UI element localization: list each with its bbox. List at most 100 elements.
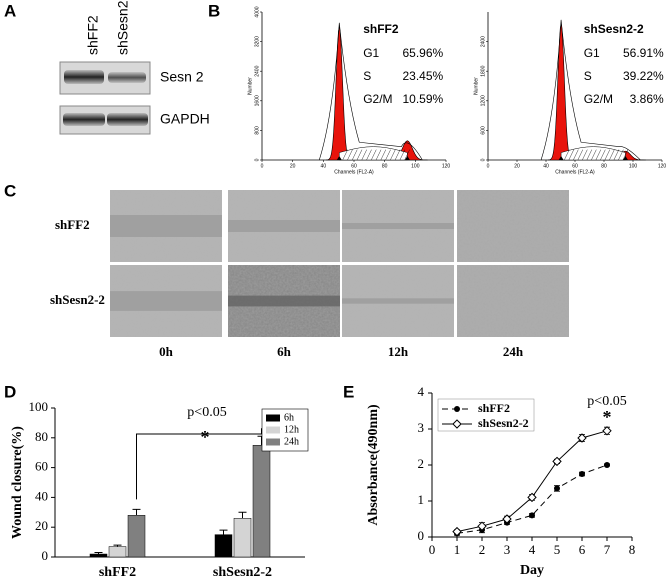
- x-tick-label: 0: [261, 163, 264, 169]
- x-tick-label: 0: [429, 542, 436, 557]
- blot-band: [107, 113, 148, 126]
- phase-label: S: [363, 69, 371, 83]
- x-tick-label: 40: [543, 163, 549, 169]
- s-hatch: [366, 149, 372, 161]
- x-tick-label: 100: [629, 163, 638, 169]
- y-tick-label: 80: [35, 429, 48, 444]
- y-tick-label: 3200: [254, 36, 260, 47]
- phase-value: 56.91%: [623, 46, 664, 60]
- s-hatch: [600, 149, 606, 161]
- x-tick-label: 80: [601, 163, 607, 169]
- phase-value: 65.96%: [402, 46, 443, 60]
- y-tick-label: 100: [29, 399, 49, 414]
- blot-band: [64, 70, 104, 84]
- s-hatch: [613, 149, 620, 161]
- s-hatch: [380, 149, 386, 161]
- s-hatch: [573, 149, 579, 161]
- x-axis-label: Channels (FL2-A): [334, 169, 374, 175]
- error-bar: [219, 529, 228, 535]
- error-bar: [238, 511, 247, 519]
- blot-band: [63, 113, 105, 126]
- wound-gap: [342, 223, 454, 229]
- x-tick-label: 60: [351, 163, 357, 169]
- legend-swatch: [266, 426, 280, 434]
- y-tick-label: 1: [418, 492, 425, 507]
- phase-label: G2/M: [584, 92, 613, 106]
- y-tick-label: 800: [254, 126, 260, 135]
- x-tick-label: 100: [411, 163, 420, 169]
- bar: [214, 534, 233, 558]
- marker: [577, 433, 587, 443]
- s-hatch: [375, 149, 382, 161]
- y-tick-label: 0: [254, 158, 260, 161]
- legend-swatch: [266, 438, 280, 446]
- x-tick-label: shSesn2-2: [213, 565, 272, 580]
- wound-gap: [228, 220, 340, 232]
- x-tick-label: 60: [572, 163, 578, 169]
- y-tick-label: 1200: [480, 95, 486, 106]
- sample-title: shSesn2-2: [584, 22, 644, 36]
- legend-label: 6h: [284, 412, 294, 423]
- y-tick-label: 40: [35, 488, 48, 503]
- marker: [502, 514, 512, 524]
- y-axis-label: Absorbance(490nm): [366, 404, 381, 526]
- y-tick-label: 600: [480, 126, 486, 135]
- bar: [127, 515, 146, 558]
- y-tick-label: 1600: [254, 95, 260, 106]
- sample-title: shFF2: [363, 22, 399, 36]
- column-label: 6h: [277, 344, 292, 359]
- s-phase: [339, 146, 408, 161]
- y-axis-label: Wound closure(%): [10, 426, 25, 539]
- marker: [554, 485, 560, 492]
- s-hatch: [347, 149, 353, 161]
- s-hatch: [390, 149, 396, 161]
- s-hatch: [622, 149, 629, 161]
- cell-texture: [457, 265, 569, 337]
- peak-marker: [558, 156, 564, 160]
- bar: [89, 553, 108, 558]
- error-bar: [132, 508, 141, 516]
- marker: [527, 492, 537, 503]
- phase-value: 10.59%: [402, 92, 443, 106]
- x-tick-label: 80: [382, 163, 388, 169]
- wound-gap: [228, 295, 340, 307]
- x-tick-label: 20: [514, 163, 520, 169]
- s-hatch: [582, 149, 588, 161]
- outline: [318, 22, 423, 161]
- wound-gap: [110, 215, 222, 237]
- phase-label: G1: [363, 46, 379, 60]
- peak-marker: [336, 156, 342, 160]
- marker: [579, 471, 585, 477]
- outline: [540, 19, 641, 161]
- legend-label: shSesn2-2: [478, 416, 529, 430]
- s-hatch: [352, 149, 358, 161]
- x-tick-label: 120: [658, 163, 666, 169]
- y-axis-label: Number: [247, 77, 253, 95]
- column-label: 12h: [388, 344, 409, 359]
- legend-label: shFF2: [478, 401, 510, 415]
- y-tick-label: 2: [418, 456, 425, 471]
- panel-letter: B: [208, 1, 220, 20]
- annotation: *: [201, 427, 210, 447]
- y-axis-label: Number: [473, 77, 479, 95]
- g1-peak: [326, 26, 353, 161]
- y-tick-label: 0: [418, 528, 425, 543]
- x-tick-label: 5: [554, 542, 561, 557]
- x-tick-label: 20: [290, 163, 296, 169]
- peak-marker: [622, 156, 628, 160]
- y-tick-label: 3: [418, 420, 425, 435]
- s-hatch: [342, 149, 348, 161]
- s-hatch: [404, 149, 410, 161]
- band-label: Sesn 2: [160, 69, 204, 85]
- legend-label: 24h: [284, 436, 299, 447]
- phase-value: 23.45%: [402, 69, 443, 83]
- x-tick-label: shFF2: [99, 565, 136, 580]
- x-tick-label: 0: [487, 163, 490, 169]
- s-hatch: [609, 149, 615, 161]
- phase-label: S: [584, 69, 592, 83]
- s-phase: [560, 146, 626, 161]
- x-axis-label: Day: [520, 563, 544, 578]
- error-bar: [113, 544, 122, 547]
- bar: [233, 518, 252, 558]
